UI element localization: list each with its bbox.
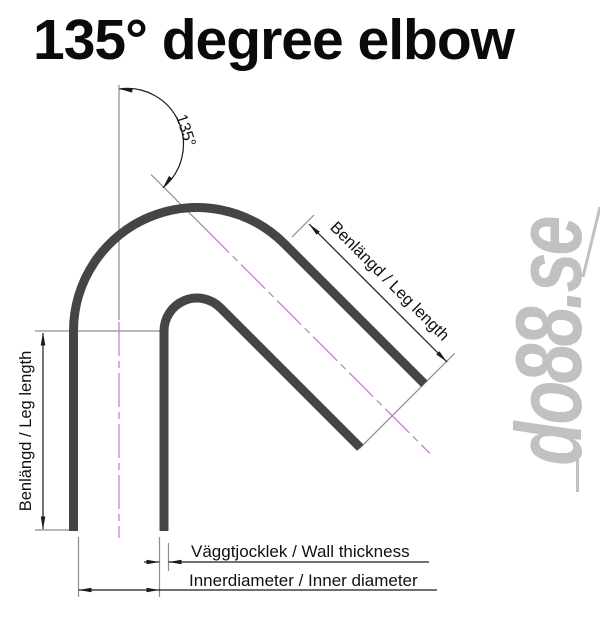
dimension-lines (42, 87, 448, 591)
diagonal-dim-extension-tick (291, 214, 315, 238)
arrow-angle-arc-bottom (163, 176, 173, 188)
arrow-wall-thickness-left (146, 559, 160, 565)
centerlines (118, 228, 431, 538)
diagonal-centerline-extension (150, 174, 206, 229)
diagonal-leg-length-label: Benlängd / Leg length (326, 218, 452, 344)
arrow-left-dim-bottom (40, 516, 46, 530)
page-title: 135° degree elbow (33, 8, 515, 72)
watermark-underline (576, 455, 579, 492)
diagonal-leg-dimension-line (308, 223, 448, 363)
pipe-end-face-line (358, 352, 456, 450)
pipe-body (69, 203, 428, 531)
arrow-diagonal-dim-bottom (436, 351, 447, 362)
inner-diameter-label: Innerdiameter / Inner diameter (189, 571, 418, 590)
watermark-text: do88.se (498, 218, 600, 466)
angle-dimension-arc (119, 87, 185, 189)
arrowheads (40, 88, 447, 593)
arrow-left-dim-top (40, 332, 46, 346)
left-leg-length-label: Benlängd / Leg length (17, 351, 35, 512)
diagonal-leg-centerline (204, 228, 431, 454)
angle-label: 135° (172, 112, 198, 149)
arrow-wall-thickness-right (168, 559, 182, 565)
arrow-inner-diameter-right (146, 587, 160, 593)
wall-thickness-label: Väggtjocklek / Wall thickness (191, 542, 410, 561)
do88-watermark: do88.se (488, 194, 600, 490)
arrow-angle-arc-top (119, 88, 133, 93)
arrow-diagonal-dim-top (309, 224, 320, 235)
arrow-inner-diameter-left (78, 587, 92, 593)
extension-lines (35, 85, 456, 597)
pipe-inner-wall (159, 293, 364, 531)
pipe-outer-wall (69, 203, 428, 531)
